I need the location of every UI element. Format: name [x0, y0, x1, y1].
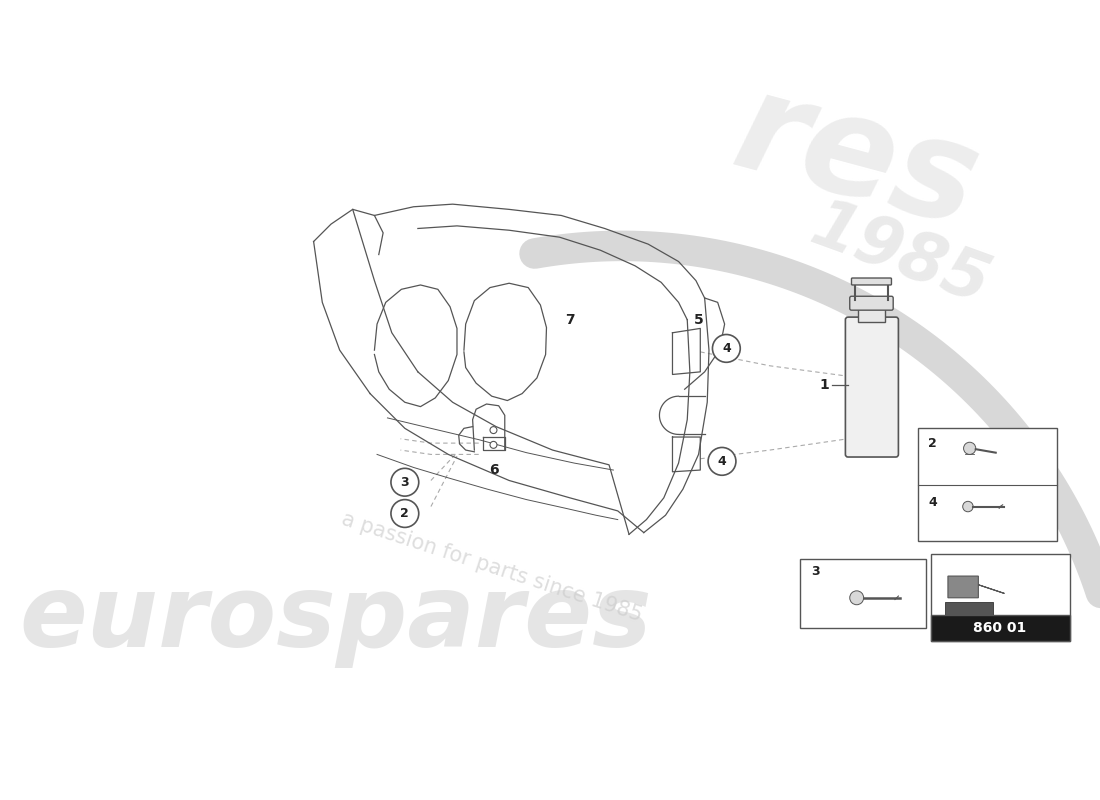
- Text: eurospares: eurospares: [19, 571, 651, 668]
- Circle shape: [962, 502, 974, 512]
- Text: 2: 2: [928, 438, 937, 450]
- FancyBboxPatch shape: [931, 554, 1069, 642]
- Circle shape: [390, 468, 419, 496]
- Text: 3: 3: [812, 566, 821, 578]
- Text: 1985: 1985: [802, 192, 999, 318]
- FancyBboxPatch shape: [846, 317, 899, 457]
- Text: res: res: [720, 62, 992, 256]
- Circle shape: [490, 442, 497, 448]
- Text: 860 01: 860 01: [974, 622, 1026, 635]
- Circle shape: [390, 499, 419, 527]
- Text: 3: 3: [400, 476, 409, 489]
- Polygon shape: [948, 576, 1004, 598]
- Text: 2: 2: [400, 507, 409, 520]
- FancyBboxPatch shape: [800, 558, 926, 628]
- FancyBboxPatch shape: [851, 278, 891, 285]
- Text: 4: 4: [928, 496, 937, 509]
- Text: 5: 5: [694, 313, 703, 326]
- Text: a passion for parts since 1985: a passion for parts since 1985: [339, 509, 645, 626]
- Circle shape: [490, 426, 497, 434]
- Circle shape: [713, 334, 740, 362]
- FancyBboxPatch shape: [858, 305, 884, 322]
- FancyBboxPatch shape: [931, 615, 1069, 642]
- Circle shape: [964, 442, 976, 454]
- Text: 7: 7: [565, 313, 575, 326]
- Text: 4: 4: [717, 455, 726, 468]
- FancyBboxPatch shape: [945, 602, 993, 618]
- Circle shape: [849, 591, 864, 605]
- Text: 4: 4: [722, 342, 730, 355]
- Text: 6: 6: [490, 463, 499, 477]
- Text: 1: 1: [820, 378, 829, 392]
- FancyBboxPatch shape: [917, 428, 1057, 542]
- Circle shape: [708, 447, 736, 475]
- FancyBboxPatch shape: [849, 296, 893, 310]
